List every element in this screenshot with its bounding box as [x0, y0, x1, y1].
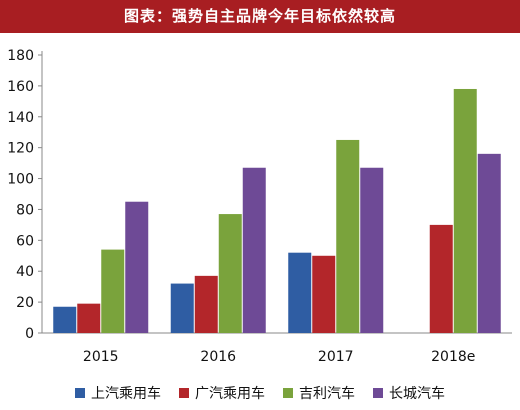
x-tick-label: 2017	[318, 349, 354, 365]
legend-label: 长城汽车	[389, 386, 445, 402]
x-tick-label: 2015	[83, 349, 119, 365]
legend-swatch	[179, 388, 189, 398]
y-tick-label: 120	[7, 141, 34, 157]
legend-label: 上汽乘用车	[91, 386, 161, 402]
legend-item: 广汽乘用车	[179, 383, 265, 403]
bar-chart: 0 20 40 60 80 100 120 140 160 180 2015 2016 2017 2018…	[7, 48, 512, 365]
bar-3-2018e	[453, 88, 477, 333]
bar-3-2017	[336, 139, 360, 333]
y-tick-label: 0	[25, 326, 34, 342]
y-tick-label: 80	[16, 202, 34, 218]
y-tick-label: 160	[7, 79, 34, 95]
title-bar	[0, 0, 520, 33]
bar-4-2015	[125, 201, 149, 333]
legend-label: 广汽乘用车	[195, 386, 265, 402]
bar-4-2017	[360, 167, 384, 333]
legend-swatch	[373, 388, 383, 398]
bar-3-2015	[101, 249, 125, 333]
bar-2-2017	[312, 255, 336, 333]
bar-1-2016	[170, 283, 194, 333]
legend-swatch	[75, 388, 85, 398]
x-tick-label: 2018e	[431, 349, 475, 365]
y-tick-label: 40	[16, 264, 34, 280]
y-tick-label: 180	[7, 48, 34, 64]
y-tick-label: 100	[7, 172, 34, 188]
x-tick-label: 2016	[200, 349, 236, 365]
legend-label: 吉利汽车	[299, 386, 355, 402]
y-tick-label: 60	[16, 233, 34, 249]
y-tick-label: 140	[7, 110, 34, 126]
legend-item: 上汽乘用车	[75, 383, 161, 403]
bar-2-2016	[194, 275, 218, 333]
bar-1-2015	[53, 306, 77, 333]
bar-1-2017	[288, 252, 312, 333]
bar-3-2016	[218, 214, 242, 333]
chart-legend: 上汽乘用车 广汽乘用车 吉利汽车 长城汽车	[0, 378, 520, 408]
bar-2-2015	[77, 303, 101, 333]
chart-title: 图表：强势自主品牌今年目标依然较高	[123, 7, 396, 25]
bar-2-2018e	[429, 224, 453, 333]
bar-4-2018e	[477, 153, 501, 333]
legend-item: 长城汽车	[373, 383, 445, 403]
bar-4-2016	[242, 167, 266, 333]
legend-item: 吉利汽车	[283, 383, 355, 403]
y-tick-label: 20	[16, 295, 34, 311]
legend-swatch	[283, 388, 293, 398]
